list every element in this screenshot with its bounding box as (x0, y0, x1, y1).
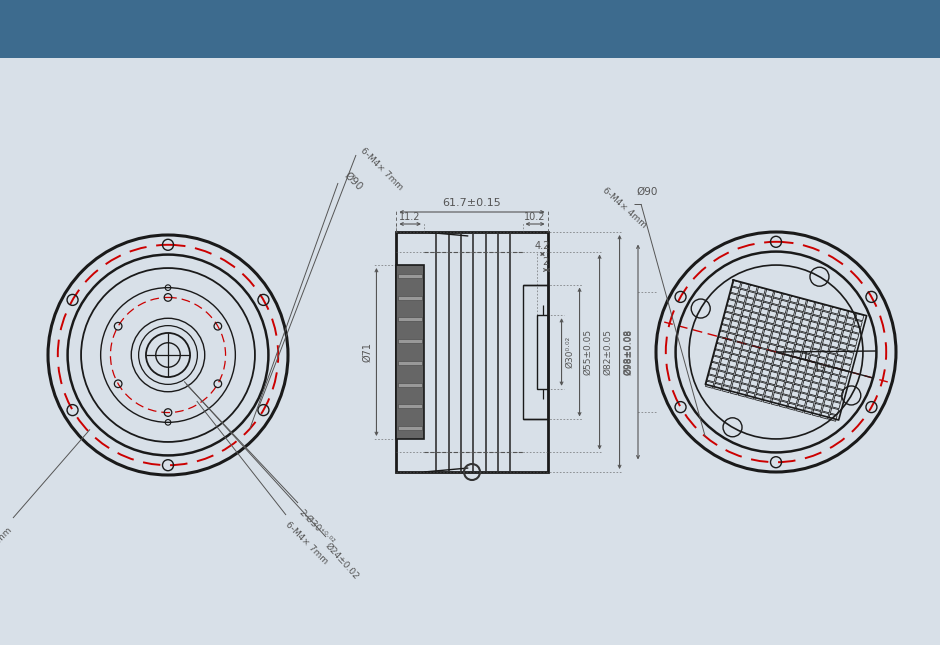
Text: Ø24±0.02: Ø24±0.02 (323, 541, 361, 581)
Text: Ø82±0.05: Ø82±0.05 (603, 329, 612, 375)
Text: 6-M4× 7mm: 6-M4× 7mm (284, 520, 330, 566)
Text: Ø180⁺⁰·⁰²×5mm: Ø180⁺⁰·⁰²×5mm (0, 525, 13, 583)
Text: 15°: 15° (814, 364, 833, 374)
Text: 4.2: 4.2 (535, 241, 550, 251)
Text: Ø90: Ø90 (636, 187, 657, 197)
Bar (397, 265, 424, 439)
Bar (0, 0, 940, 58)
Text: 2: 2 (542, 257, 548, 267)
Bar (399, 295, 422, 300)
Text: Ø98±0.08: Ø98±0.08 (624, 329, 634, 375)
Bar (397, 232, 548, 472)
Text: 61.7±0.15: 61.7±0.15 (443, 198, 501, 208)
Bar (399, 317, 422, 321)
Text: 11.2: 11.2 (400, 212, 421, 222)
Text: 6-M4× 7mm: 6-M4× 7mm (359, 146, 405, 192)
Bar (399, 361, 422, 365)
Text: Ø98±0.08: Ø98±0.08 (623, 329, 632, 375)
Text: Ø30⁰·⁰²: Ø30⁰·⁰² (565, 336, 574, 368)
Bar (399, 404, 422, 408)
Bar (399, 339, 422, 343)
Text: Ø90: Ø90 (342, 170, 364, 192)
Text: Product Drawing-AK10-9/V2.0: Product Drawing-AK10-9/V2.0 (284, 17, 656, 41)
Bar (399, 426, 422, 430)
Text: Ø71: Ø71 (363, 342, 372, 362)
Text: 6-M4× 4mm: 6-M4× 4mm (601, 185, 649, 230)
Bar (399, 382, 422, 386)
Bar (399, 274, 422, 278)
Bar (523, 284, 548, 419)
Bar (538, 315, 548, 389)
Text: 10.2: 10.2 (525, 212, 546, 222)
Text: 2-Ø30⁺⁰·⁰²: 2-Ø30⁺⁰·⁰² (297, 508, 336, 547)
Text: Ø55±0.05: Ø55±0.05 (583, 329, 592, 375)
